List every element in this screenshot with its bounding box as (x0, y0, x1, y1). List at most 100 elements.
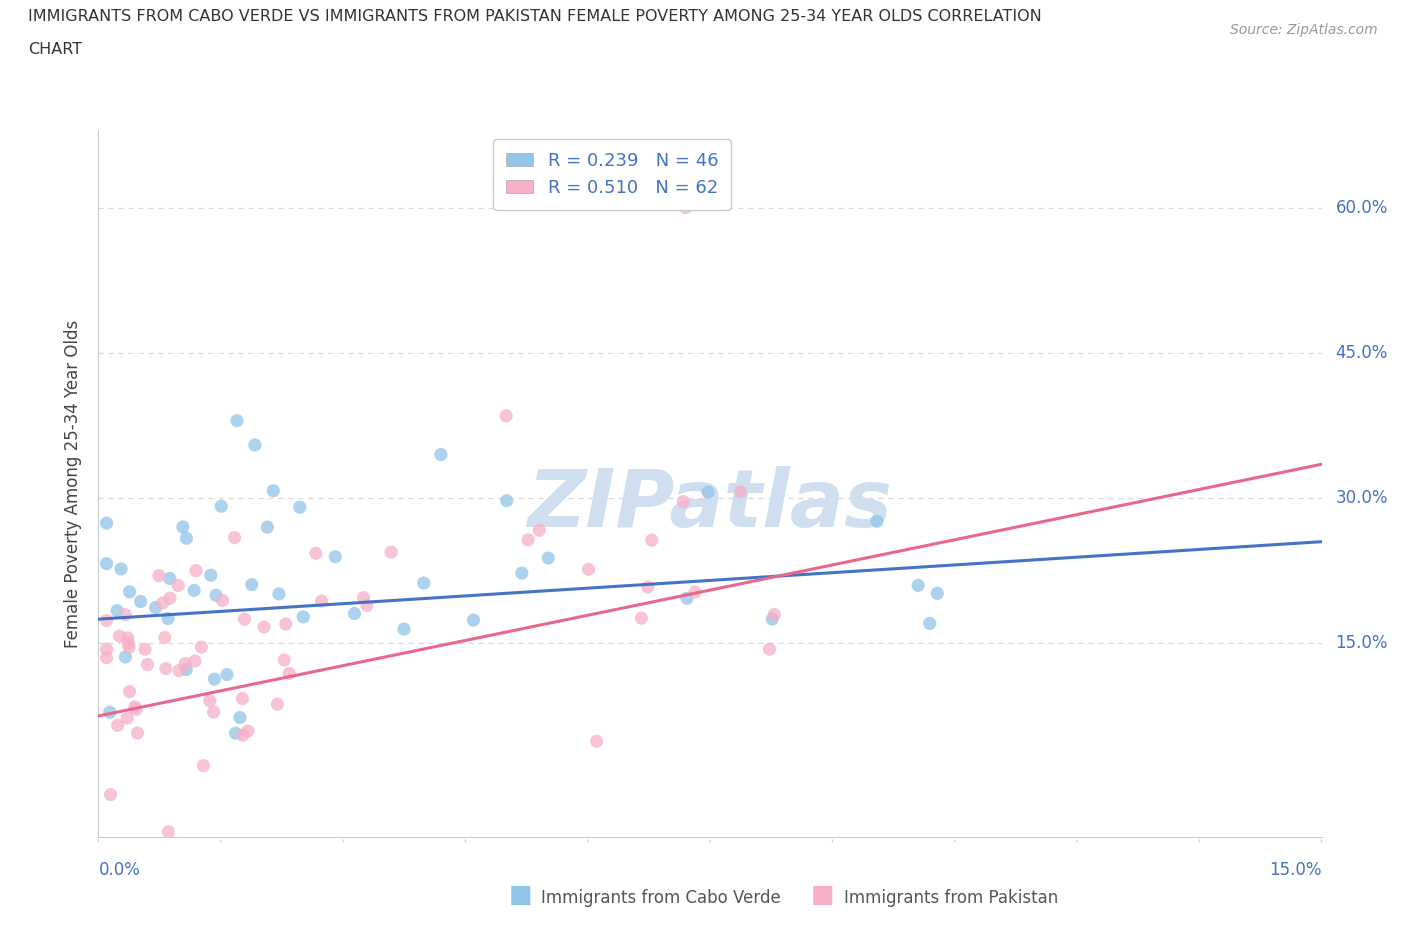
Point (256, 520, 278, 535)
Point (96, 613, 118, 628)
Point (392, 621, 415, 636)
Point (311, 593, 333, 608)
Point (114, 649, 136, 664)
Point (100, 787, 122, 802)
Point (273, 653, 295, 668)
Point (266, 697, 288, 711)
Point (152, 595, 174, 610)
Point (105, 604, 128, 618)
Point (233, 612, 256, 627)
Text: ■: ■ (509, 883, 531, 907)
Point (215, 667, 238, 682)
Text: 60.0%: 60.0% (1336, 199, 1388, 217)
Point (232, 728, 254, 743)
Point (153, 631, 176, 645)
Point (907, 578, 929, 592)
Point (730, 485, 752, 499)
Point (124, 699, 146, 714)
Point (155, 661, 177, 676)
Point (167, 663, 190, 678)
Text: 30.0%: 30.0% (1336, 489, 1388, 507)
Point (463, 613, 485, 628)
Point (356, 598, 378, 613)
Point (202, 671, 225, 686)
Point (176, 531, 198, 546)
Point (278, 666, 301, 681)
Text: Immigrants from Pakistan: Immigrants from Pakistan (844, 889, 1057, 907)
Text: ■: ■ (811, 883, 834, 907)
Text: CHART: CHART (28, 42, 82, 57)
Point (240, 578, 263, 592)
Point (495, 408, 517, 423)
Point (229, 710, 252, 724)
Point (96, 556, 118, 571)
Point (108, 629, 131, 644)
Point (380, 545, 402, 560)
Point (758, 642, 780, 657)
Point (125, 702, 148, 717)
Point (117, 635, 139, 650)
Point (510, 565, 533, 580)
Point (231, 691, 253, 706)
Point (96, 642, 118, 657)
Point (343, 606, 366, 621)
Point (118, 584, 141, 599)
Point (412, 576, 434, 591)
Point (200, 567, 222, 582)
Point (430, 447, 453, 462)
Point (224, 530, 246, 545)
Point (236, 724, 259, 738)
Text: ZIPatlas: ZIPatlas (527, 466, 893, 544)
Point (184, 564, 207, 578)
Point (292, 609, 315, 624)
Point (211, 593, 233, 608)
Point (697, 485, 720, 499)
Point (159, 571, 181, 586)
Text: Source: ZipAtlas.com: Source: ZipAtlas.com (1230, 23, 1378, 37)
Point (637, 579, 659, 594)
Point (527, 523, 550, 538)
Point (225, 725, 247, 740)
Text: 15.0%: 15.0% (1270, 861, 1322, 879)
Text: 45.0%: 45.0% (1336, 344, 1388, 362)
Point (672, 494, 695, 509)
Point (641, 533, 664, 548)
Point (305, 546, 328, 561)
Point (129, 594, 152, 609)
Point (117, 631, 139, 645)
Point (253, 619, 276, 634)
Point (183, 583, 205, 598)
Point (243, 437, 266, 452)
Point (118, 640, 141, 655)
Point (134, 642, 156, 657)
Point (763, 607, 786, 622)
Point (205, 588, 228, 603)
Point (353, 591, 375, 605)
Point (110, 562, 132, 577)
Point (118, 684, 141, 699)
Point (866, 514, 889, 529)
Point (115, 711, 138, 725)
Point (578, 562, 600, 577)
Point (683, 585, 706, 600)
Point (202, 705, 225, 720)
Point (537, 551, 560, 565)
Point (107, 718, 129, 733)
Point (918, 616, 941, 631)
Point (927, 586, 949, 601)
Point (167, 578, 190, 592)
Text: Immigrants from Cabo Verde: Immigrants from Cabo Verde (541, 889, 782, 907)
Point (157, 611, 180, 626)
Point (127, 725, 149, 740)
Point (630, 611, 652, 626)
Point (136, 658, 159, 672)
Legend: R = 0.239   N = 46, R = 0.510   N = 62: R = 0.239 N = 46, R = 0.510 N = 62 (494, 140, 731, 209)
Point (96, 650, 118, 665)
Point (267, 587, 290, 602)
Point (675, 200, 697, 215)
Point (517, 533, 540, 548)
Point (274, 617, 297, 631)
Point (114, 607, 136, 622)
Point (145, 600, 167, 615)
Point (323, 550, 346, 565)
